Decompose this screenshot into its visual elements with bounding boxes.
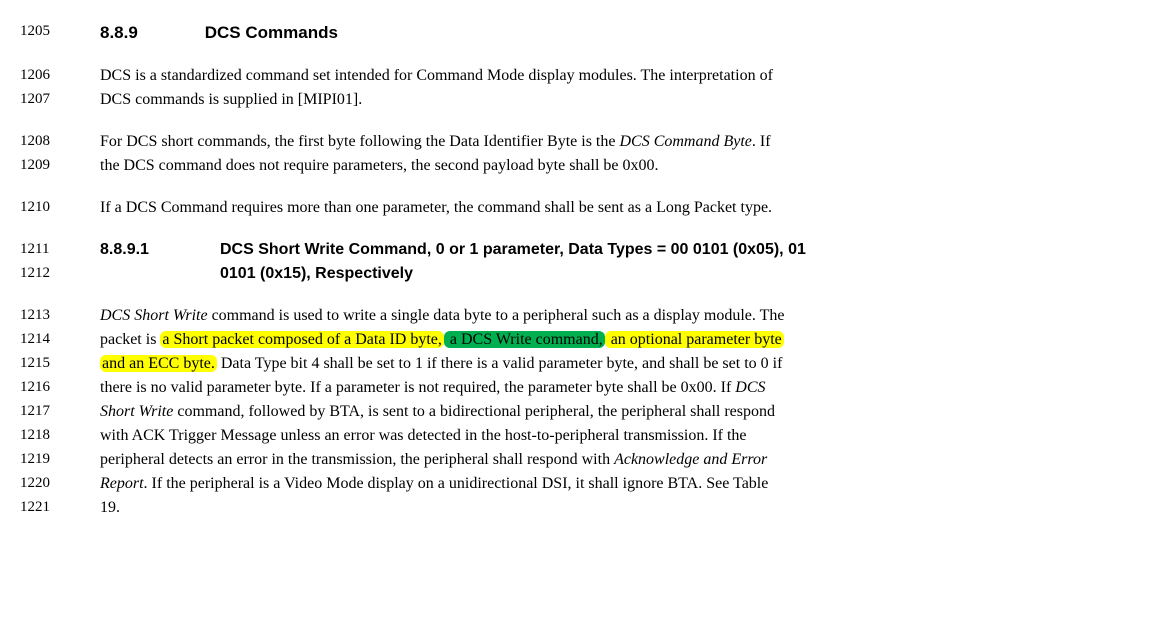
line-number: 1212: [20, 262, 82, 286]
emphasis: DCS Short Write: [100, 307, 208, 324]
paragraph-line: Report. If the peripheral is a Video Mod…: [100, 472, 1117, 496]
line-number: 1217: [20, 400, 82, 424]
emphasis: Report: [100, 475, 144, 492]
text: command, followed by BTA, is sent to a b…: [173, 403, 775, 420]
paragraph-line: peripheral detects an error in the trans…: [100, 448, 1117, 472]
emphasis: DCS: [735, 379, 765, 396]
emphasis: Short Write: [100, 403, 173, 420]
heading-number: 8.8.9: [100, 20, 200, 46]
paragraph-line: DCS commands is supplied in [MIPI01].: [100, 88, 1117, 112]
paragraph-line: and an ECC byte. Data Type bit 4 shall b…: [100, 352, 1117, 376]
subsection-heading: 8.8.9.1 DCS Short Write Command, 0 or 1 …: [100, 238, 1117, 286]
paragraph-line: there is no valid parameter byte. If a p…: [100, 376, 1117, 400]
highlight-yellow: and an ECC byte.: [100, 355, 217, 372]
line-number: 1210: [20, 196, 82, 220]
text: Data Type bit 4 shall be set to 1 if the…: [217, 355, 783, 372]
line-number: 1220: [20, 472, 82, 496]
line-number: 1219: [20, 448, 82, 472]
line-number: 1207: [20, 88, 82, 112]
line-number: 1221: [20, 496, 82, 520]
section-heading: 8.8.9 DCS Commands: [100, 20, 1117, 46]
text: . If the peripheral is a Video Mode disp…: [144, 475, 769, 492]
text: . If: [752, 133, 771, 150]
subheading-title: DCS Short Write Command, 0 or 1 paramete…: [220, 238, 806, 286]
emphasis: DCS Command Byte: [619, 133, 751, 150]
paragraph-line: DCS Short Write command is used to write…: [100, 304, 1117, 328]
subheading-number: 8.8.9.1: [100, 238, 220, 262]
heading-title: DCS Commands: [205, 23, 338, 42]
document-page: 1205 8.8.9 DCS Commands 1206 DCS is a st…: [20, 20, 1117, 520]
paragraph-line: packet is a Short packet composed of a D…: [100, 328, 1117, 352]
text: command is used to write a single data b…: [208, 307, 785, 324]
paragraph-line: For DCS short commands, the first byte f…: [100, 130, 1117, 154]
line-number: 1208: [20, 130, 82, 154]
line-number: 1214: [20, 328, 82, 352]
paragraph-line: the DCS command does not require paramet…: [100, 154, 1117, 178]
line-number: 1206: [20, 64, 82, 88]
line-number: 1216: [20, 376, 82, 400]
text: packet is: [100, 331, 160, 348]
paragraph-line: 19.: [100, 496, 1117, 520]
line-number: 1211: [20, 238, 82, 262]
line-number: 1218: [20, 424, 82, 448]
highlight-yellow: an optional parameter byte: [605, 331, 784, 348]
line-number: 1215: [20, 352, 82, 376]
highlight-green: a DCS Write command,: [444, 331, 605, 348]
subheading-title-line: 0101 (0x15), Respectively: [220, 265, 413, 282]
text: peripheral detects an error in the trans…: [100, 451, 614, 468]
paragraph-line: with ACK Trigger Message unless an error…: [100, 424, 1117, 448]
line-number: 1213: [20, 304, 82, 328]
text: there is no valid parameter byte. If a p…: [100, 379, 735, 396]
text: For DCS short commands, the first byte f…: [100, 133, 619, 150]
paragraph-line: Short Write command, followed by BTA, is…: [100, 400, 1117, 424]
line-number: 1205: [20, 20, 82, 46]
paragraph-line: If a DCS Command requires more than one …: [100, 196, 1117, 220]
subheading-title-line: DCS Short Write Command, 0 or 1 paramete…: [220, 241, 806, 258]
highlight-yellow: a Short packet composed of a Data ID byt…: [160, 331, 443, 348]
emphasis: Acknowledge and Error: [614, 451, 767, 468]
paragraph-line: DCS is a standardized command set intend…: [100, 64, 1117, 88]
line-number: 1209: [20, 154, 82, 178]
